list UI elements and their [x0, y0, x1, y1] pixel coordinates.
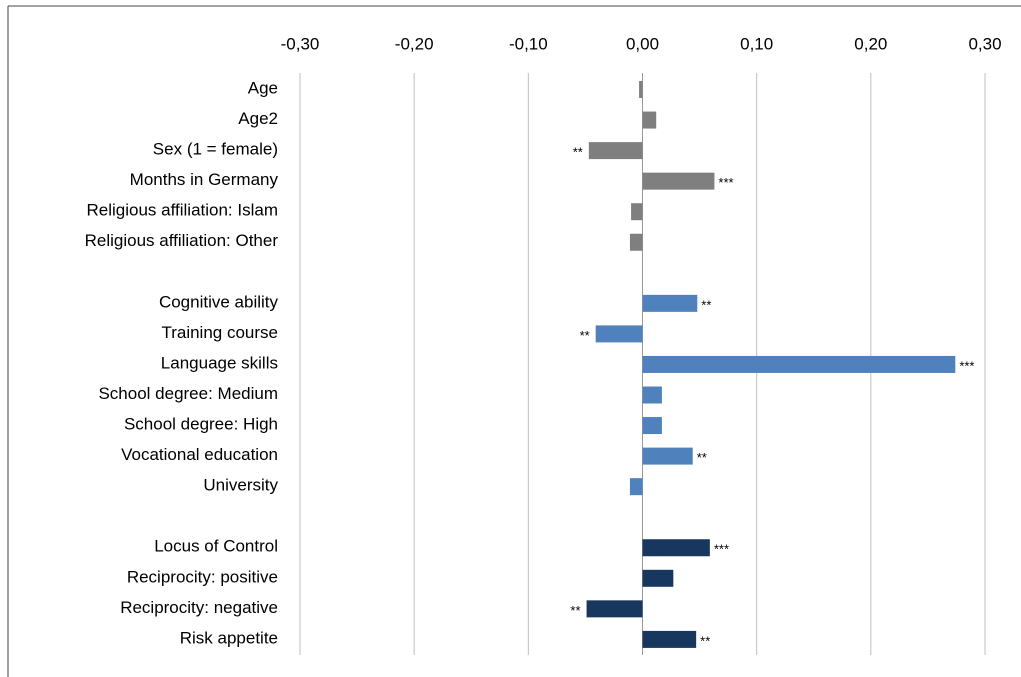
y-tick-label: Religious affiliation: Other	[85, 231, 279, 250]
x-tick-label: 0,20	[854, 34, 887, 53]
significance-label: ***	[959, 358, 974, 373]
bar	[595, 325, 643, 343]
y-tick-label: Risk appetite	[180, 628, 278, 647]
y-tick-label: Sex (1 = female)	[153, 140, 278, 159]
bar	[642, 172, 715, 190]
bar	[642, 355, 956, 373]
y-tick-label: Age	[248, 78, 278, 97]
bar	[586, 600, 643, 618]
x-tick-label: -0,30	[281, 34, 320, 53]
bar	[642, 294, 698, 312]
y-tick-label: Months in Germany	[130, 170, 279, 189]
y-tick-label: School degree: High	[124, 415, 278, 434]
x-tick-label: -0,20	[395, 34, 434, 53]
y-tick-label: University	[203, 476, 278, 495]
y-tick-label: Cognitive ability	[159, 292, 279, 311]
bar	[629, 233, 643, 251]
bar	[639, 81, 643, 98]
bar	[642, 539, 710, 557]
significance-label: ***	[718, 175, 733, 190]
y-tick-label: School degree: Medium	[98, 384, 278, 403]
bar	[642, 447, 693, 465]
x-tick-label: 0,00	[626, 34, 659, 53]
bar	[631, 203, 643, 221]
y-tick-label: Locus of Control	[154, 537, 278, 556]
significance-label: **	[570, 603, 580, 618]
bar	[642, 569, 674, 587]
significance-label: **	[701, 297, 711, 312]
y-tick-label: Age2	[238, 109, 278, 128]
y-tick-label: Vocational education	[121, 445, 278, 464]
bar	[629, 478, 643, 496]
x-tick-label: 0,30	[968, 34, 1001, 53]
significance-label: ***	[714, 542, 729, 557]
x-tick-label: -0,10	[509, 34, 548, 53]
y-tick-label: Language skills	[161, 353, 278, 372]
bar	[642, 417, 662, 435]
y-tick-label: Religious affiliation: Islam	[87, 201, 279, 220]
y-tick-label: Reciprocity: positive	[127, 567, 278, 586]
bar	[588, 142, 643, 160]
bar	[642, 111, 657, 129]
y-tick-label: Training course	[161, 323, 278, 342]
significance-label: **	[700, 633, 710, 648]
x-tick-label: 0,10	[740, 34, 773, 53]
bar	[642, 630, 697, 648]
significance-label: **	[573, 145, 583, 160]
significance-label: **	[580, 328, 590, 343]
significance-label: **	[697, 450, 707, 465]
bar	[642, 386, 662, 404]
y-tick-label: Reciprocity: negative	[120, 598, 278, 617]
